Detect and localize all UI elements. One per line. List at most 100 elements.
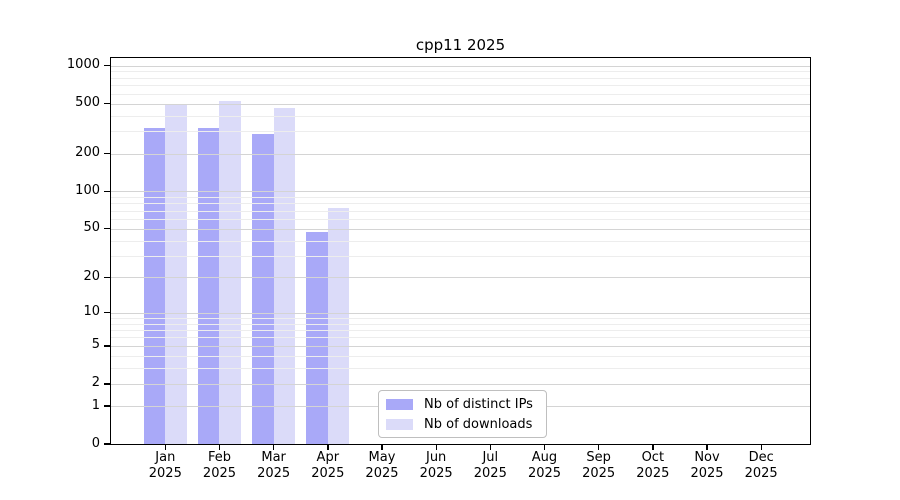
gridline-major <box>111 312 810 314</box>
x-tick-year: 2025 <box>311 466 345 481</box>
y-tick <box>104 228 110 230</box>
y-tick-label: 2 <box>91 375 100 391</box>
legend-swatch-downloads <box>386 418 413 430</box>
y-tick <box>104 405 110 407</box>
x-tick-label: Aug 2025 <box>517 450 571 482</box>
y-tick-label: 5 <box>91 337 100 353</box>
x-tick <box>652 444 654 450</box>
y-tick-label: 20 <box>83 268 100 284</box>
y-tick <box>104 152 110 155</box>
x-tick-year: 2025 <box>419 466 453 481</box>
x-tick-label: May 2025 <box>355 450 409 482</box>
gridline-major <box>111 65 810 67</box>
plot-border <box>110 57 811 445</box>
bar-distinct-ips <box>143 127 166 444</box>
gridline-minor <box>111 330 810 332</box>
y-tick <box>104 383 110 385</box>
gridline-minor <box>111 77 810 79</box>
x-tick-year: 2025 <box>744 466 778 481</box>
gridline-major <box>111 277 810 279</box>
bar-distinct-ips <box>197 127 220 444</box>
x-tick <box>435 444 437 450</box>
gridline-minor <box>111 337 810 339</box>
y-tick <box>104 443 110 445</box>
gridline-minor <box>111 355 810 357</box>
x-tick-year: 2025 <box>690 466 724 481</box>
gridline-minor <box>111 368 810 370</box>
y-tick-label: 1 <box>91 397 100 413</box>
y-tick-label: 0 <box>91 435 100 451</box>
x-tick <box>489 444 492 450</box>
x-tick-year: 2025 <box>582 466 616 481</box>
gridline-major <box>111 153 810 155</box>
gridline-minor <box>111 255 810 257</box>
gridline-minor <box>111 218 810 220</box>
x-tick <box>706 444 708 450</box>
x-tick-year: 2025 <box>202 466 237 481</box>
gridline-minor <box>111 71 810 73</box>
x-tick-label: Nov 2025 <box>680 450 734 482</box>
gridline-minor <box>111 323 810 325</box>
x-tick <box>381 444 383 450</box>
bar-distinct-ips <box>251 134 274 444</box>
gridline-major <box>111 191 810 193</box>
x-tick <box>164 444 166 450</box>
x-tick <box>760 444 762 450</box>
y-tick <box>104 345 110 347</box>
gridline-minor <box>111 196 810 198</box>
legend-swatch-distinct-ips <box>386 398 413 410</box>
y-tick <box>104 276 110 278</box>
gridline-minor <box>111 85 810 87</box>
legend-item-downloads: Nb of downloads <box>386 417 546 432</box>
legend-label-distinct-ips: Nb of distinct IPs <box>424 396 533 412</box>
bar-downloads <box>219 100 242 444</box>
x-tick-label: Mar 2025 <box>247 450 301 482</box>
gridline-minor <box>111 115 810 117</box>
legend: Nb of distinct IPs Nb of downloads <box>378 390 547 438</box>
x-tick <box>273 444 275 450</box>
x-tick-year: 2025 <box>473 466 507 481</box>
x-tick-label: Sep 2025 <box>572 450 626 482</box>
x-tick-year: 2025 <box>148 466 182 481</box>
y-tick-label: 200 <box>75 145 100 161</box>
legend-label-downloads: Nb of downloads <box>424 416 533 432</box>
y-tick <box>104 190 110 192</box>
y-tick <box>104 102 110 105</box>
x-tick <box>598 444 600 450</box>
y-tick-label: 1000 <box>66 57 100 73</box>
x-tick-label: Jan 2025 <box>138 450 192 482</box>
legend-item-distinct-ips: Nb of distinct IPs <box>386 397 546 412</box>
x-tick-label: Dec 2025 <box>734 450 788 482</box>
x-tick-label: Feb 2025 <box>192 450 246 482</box>
x-tick-label: Apr 2025 <box>301 450 355 482</box>
y-tick-label: 100 <box>75 182 100 198</box>
x-tick <box>218 444 221 450</box>
gridline-minor <box>111 203 810 205</box>
y-tick-label: 500 <box>75 95 100 111</box>
x-tick-year: 2025 <box>365 466 399 481</box>
bar-downloads <box>327 208 350 444</box>
gridline-major <box>111 228 810 230</box>
x-tick-label: Jul 2025 <box>463 450 517 482</box>
x-tick <box>327 444 329 450</box>
gridline-minor <box>111 240 810 242</box>
x-tick-label: Jun 2025 <box>409 450 463 482</box>
y-tick <box>104 312 110 314</box>
x-tick-year: 2025 <box>527 466 562 481</box>
bar-downloads <box>165 104 187 444</box>
x-tick-year: 2025 <box>257 466 291 481</box>
gridline-major <box>111 103 810 105</box>
x-tick-year: 2025 <box>636 466 670 481</box>
gridline-minor <box>111 131 810 133</box>
gridline-minor <box>111 210 810 212</box>
y-tick <box>104 65 110 67</box>
gridline-major <box>111 383 810 385</box>
y-tick-label: 10 <box>83 304 100 320</box>
chart-title: cpp11 2025 <box>415 36 506 54</box>
gridline-major <box>111 345 810 347</box>
gridline-minor <box>111 93 810 95</box>
x-tick-label: Oct 2025 <box>626 450 680 482</box>
x-tick <box>543 444 546 450</box>
